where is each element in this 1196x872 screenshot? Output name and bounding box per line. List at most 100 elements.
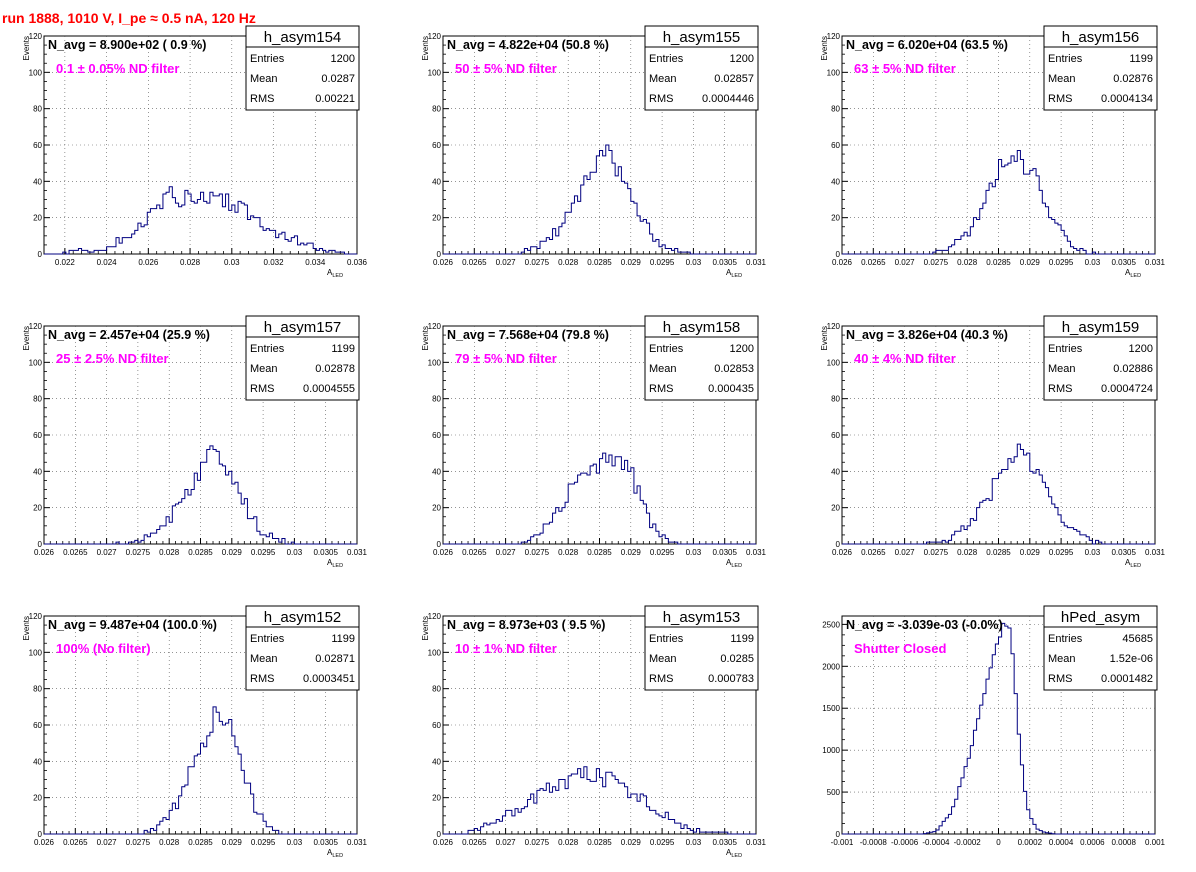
histogram-line (443, 766, 756, 835)
x-tick-label: 0.0295 (650, 838, 675, 847)
y-tick-label: 2000 (822, 662, 840, 671)
x-tick-label: 0.029 (621, 258, 642, 267)
stats-value: 1199 (1129, 53, 1153, 65)
x-tick-label: 0.029 (222, 548, 243, 557)
x-tick-label: 0.028 (957, 548, 978, 557)
stats-key: Entries (1048, 633, 1083, 645)
x-tick-label: 0.026 (34, 548, 55, 557)
x-tick-label: 0.031 (1145, 548, 1166, 557)
x-tick-label: 0.0275 (525, 838, 550, 847)
x-axis-title: ALED (327, 558, 343, 569)
stats-key: Mean (1048, 653, 1076, 665)
y-tick-label: 0 (38, 250, 43, 259)
stats-title: h_asym154 (264, 29, 342, 46)
y-tick-label: 60 (432, 721, 441, 730)
stats-value: 0.0004134 (1101, 93, 1153, 105)
stats-title: h_asym152 (264, 609, 342, 626)
stats-key: Mean (250, 653, 278, 665)
y-tick-label: 60 (432, 431, 441, 440)
stats-value: 0.02853 (714, 363, 754, 375)
x-axis-title: ALED (726, 268, 742, 279)
x-axis-title: ALED (1125, 268, 1141, 279)
x-tick-label: 0.03 (287, 838, 303, 847)
y-tick-label: 1000 (822, 746, 840, 755)
x-axis-title: ALED (726, 848, 742, 859)
stats-key: Entries (649, 343, 684, 355)
stats-value: 0.0287 (321, 73, 355, 85)
filter-label: 100% (No filter) (56, 641, 151, 656)
x-tick-label: 0.028 (558, 258, 579, 267)
x-tick-label: 0.034 (305, 258, 326, 267)
y-tick-label: 100 (827, 68, 841, 77)
x-tick-label: 0.029 (222, 838, 243, 847)
x-tick-label: 0.022 (55, 258, 76, 267)
y-tick-label: 0 (437, 540, 442, 549)
stats-key: Mean (1048, 363, 1076, 375)
histogram-line (44, 186, 357, 255)
x-tick-label: -0.0006 (891, 838, 919, 847)
x-tick-label: 0.0285 (188, 838, 213, 847)
filter-label: 0.1 ± 0.05% ND filter (56, 61, 179, 76)
stats-box (1043, 605, 1158, 691)
x-tick-label: 0.027 (97, 838, 118, 847)
x-tick-label: 0.03 (686, 548, 702, 557)
x-tick-label: 0.029 (621, 838, 642, 847)
stats-box (245, 315, 360, 401)
histogram-panel-hPed_asym: -0.001 -0.0008 -0.0006 -0.0004 -0.0002 0 0.000… (822, 605, 1166, 847)
x-tick-label: 0.0305 (1111, 548, 1136, 557)
x-tick-label: 0.0295 (1049, 258, 1074, 267)
y-tick-label: 80 (831, 395, 840, 404)
y-tick-label: 80 (432, 105, 441, 114)
stats-title: h_asym159 (1062, 319, 1140, 336)
y-tick-label: 1500 (822, 704, 840, 713)
y-tick-label: 80 (33, 685, 42, 694)
x-tick-label: 0.031 (347, 838, 368, 847)
x-tick-label: 0.026 (34, 838, 55, 847)
x-tick-label: 0.028 (159, 548, 180, 557)
stats-box (245, 605, 360, 691)
y-tick-label: 20 (33, 794, 42, 803)
x-tick-label: 0.026 (832, 258, 853, 267)
filter-label: 50 ± 5% ND filter (455, 61, 557, 76)
x-tick-label: 0.027 (97, 548, 118, 557)
filter-label: 79 ± 5% ND filter (455, 351, 557, 366)
x-tick-label: 0.0285 (587, 838, 612, 847)
y-tick-label: 40 (33, 177, 42, 186)
stats-value: 0.0003451 (303, 673, 355, 685)
histogram-panel-h_asym157: 0.026 0.0265 0.027 0.0275 0.028 0.0285 0.029 0.… (22, 315, 368, 569)
y-tick-label: 20 (831, 214, 840, 223)
histogram-line (842, 149, 1155, 255)
x-axis-title: ALED (1125, 558, 1141, 569)
y-tick-label: 40 (432, 757, 441, 766)
stats-key: Mean (250, 73, 278, 85)
x-tick-label: 0.0275 (126, 838, 151, 847)
run-title: run 1888, 1010 V, I_pe ≈ 0.5 nA, 120 Hz (2, 10, 256, 26)
x-tick-label: 0.0004 (1049, 838, 1074, 847)
x-tick-label: 0.026 (433, 548, 454, 557)
stats-box (1043, 25, 1158, 111)
navg-label: N_avg = 6.020e+04 (63.5 %) (846, 38, 1008, 52)
stats-title: h_asym157 (264, 319, 342, 336)
y-tick-label: 120 (428, 32, 442, 41)
histogram-line (44, 445, 357, 545)
stats-key: Entries (250, 343, 285, 355)
y-tick-label: 100 (29, 648, 43, 657)
x-tick-label: 0.028 (180, 258, 201, 267)
x-tick-label: 0.0265 (63, 838, 88, 847)
stats-key: Entries (1048, 53, 1083, 65)
x-tick-label: -0.0004 (922, 838, 950, 847)
stats-key: RMS (250, 383, 274, 395)
x-tick-label: 0.031 (1145, 258, 1166, 267)
y-tick-label: 100 (29, 68, 43, 77)
histogram-panel-h_asym156: 0.026 0.0265 0.027 0.0275 0.028 0.0285 0.029 0.… (820, 25, 1166, 279)
histogram-line (443, 452, 756, 545)
x-tick-label: 0.029 (621, 548, 642, 557)
stats-value: 1199 (331, 633, 355, 645)
stats-title: h_asym153 (663, 609, 741, 626)
stats-value: 1200 (331, 53, 355, 65)
stats-value: 0.0285 (720, 653, 754, 665)
x-tick-label: 0.0295 (1049, 548, 1074, 557)
navg-label: N_avg = 8.973e+03 ( 9.5 %) (447, 618, 605, 632)
y-tick-label: 60 (33, 141, 42, 150)
stats-value: 1.52e-06 (1110, 653, 1153, 665)
